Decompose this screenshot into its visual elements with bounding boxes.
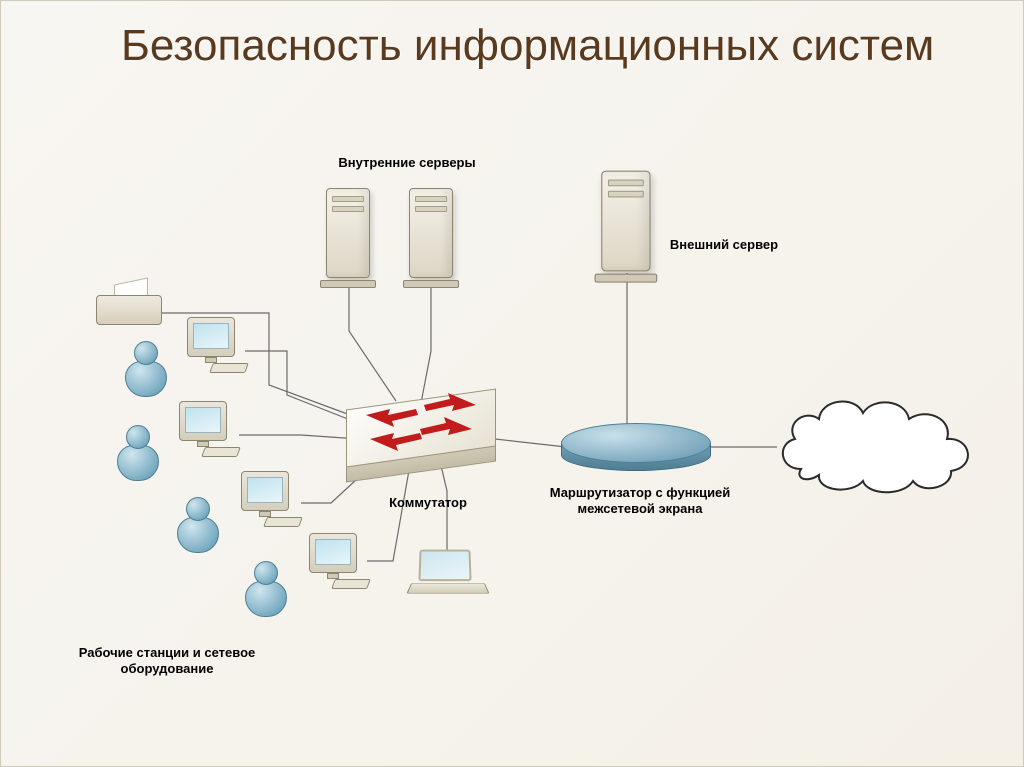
workstation-icon <box>233 471 303 531</box>
workstation-icon <box>171 401 241 461</box>
label-internal-servers: Внутренние серверы <box>317 155 497 171</box>
network-diagram: Внутренние серверы Внешний сервер Интерн… <box>1 151 1024 731</box>
workstation-icon <box>179 317 249 377</box>
printer-icon <box>96 281 166 331</box>
laptop-icon <box>409 549 487 603</box>
user-icon <box>173 497 223 555</box>
slide: Безопасность информационных систем <box>0 0 1024 767</box>
server-icon <box>318 178 380 288</box>
router-icon <box>561 423 711 477</box>
label-workstations: Рабочие станции и сетевое оборудование <box>47 645 287 678</box>
server-icon <box>401 178 463 288</box>
server-icon <box>592 159 661 282</box>
workstation-icon <box>301 533 371 593</box>
switch-icon <box>346 399 496 485</box>
user-icon <box>113 425 163 483</box>
page-title: Безопасность информационных систем <box>121 21 981 72</box>
user-icon <box>121 341 171 399</box>
label-switch: Коммутатор <box>373 495 483 511</box>
cloud-icon <box>771 383 981 503</box>
label-router: Маршрутизатор с функцией межсетевой экра… <box>545 485 735 518</box>
label-external-server: Внешний сервер <box>669 237 779 253</box>
user-icon <box>241 561 291 619</box>
